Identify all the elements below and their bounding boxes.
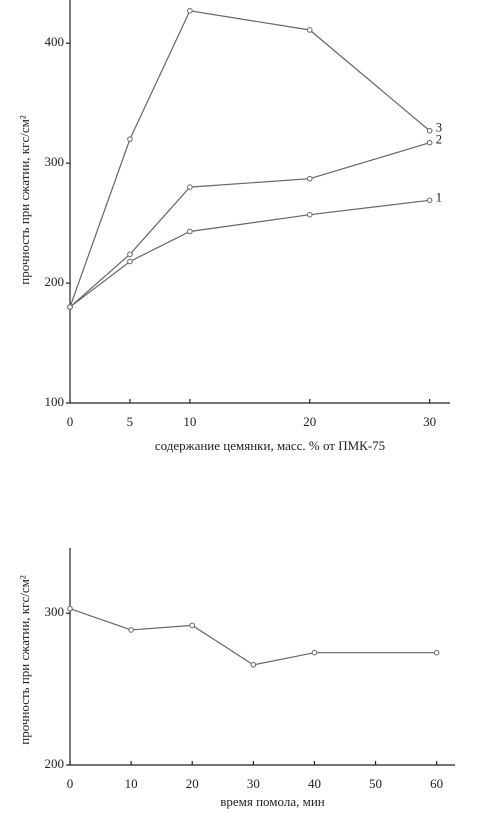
point — [189, 622, 196, 629]
x-axis-label: содержание цемянки, масс. % от ПМК-75 — [155, 438, 385, 453]
point — [187, 228, 193, 235]
point — [306, 175, 313, 182]
point — [306, 211, 313, 218]
point — [187, 7, 193, 14]
y-tick-label: 100 — [45, 394, 65, 409]
x-tick-label: 40 — [308, 776, 321, 791]
x-tick-label: 60 — [430, 776, 443, 791]
point — [426, 127, 433, 134]
point — [128, 627, 134, 633]
series-label: 3 — [436, 120, 443, 135]
point — [127, 136, 133, 142]
x-tick-label: 30 — [247, 776, 260, 791]
y-tick-label: 200 — [45, 274, 65, 289]
point — [306, 27, 313, 33]
x-tick-label: 0 — [67, 776, 74, 791]
y-tick-label: 400 — [45, 34, 65, 49]
point — [127, 251, 133, 258]
point — [426, 197, 433, 204]
point — [433, 649, 440, 656]
y-tick-label: 300 — [45, 604, 65, 619]
series-line — [69, 608, 437, 666]
x-tick-label: 50 — [369, 776, 382, 791]
point — [311, 649, 318, 656]
series-line — [69, 199, 430, 308]
x-tick-label: 5 — [127, 414, 134, 429]
point — [67, 304, 73, 310]
x-tick-label: 10 — [183, 414, 196, 429]
point — [426, 139, 433, 146]
point — [187, 184, 193, 190]
series-label: 2 — [436, 132, 443, 147]
point — [67, 605, 73, 612]
x-tick-label: 0 — [67, 414, 74, 429]
x-tick-label: 20 — [303, 414, 316, 429]
x-tick-label: 20 — [186, 776, 199, 791]
x-tick-label: 10 — [125, 776, 138, 791]
y-axis-label: прочность при сжатии, кгс/см² — [17, 115, 32, 285]
x-tick-label: 30 — [423, 414, 436, 429]
y-tick-label: 200 — [45, 756, 65, 771]
y-tick-label: 300 — [45, 154, 65, 169]
point — [250, 662, 257, 668]
y-axis-label: прочность при сжатии, кгс/см² — [17, 575, 32, 745]
series-label: 1 — [436, 189, 443, 204]
series-line — [69, 142, 430, 308]
point — [127, 258, 133, 265]
x-axis-label: время помола, мин — [220, 794, 325, 809]
